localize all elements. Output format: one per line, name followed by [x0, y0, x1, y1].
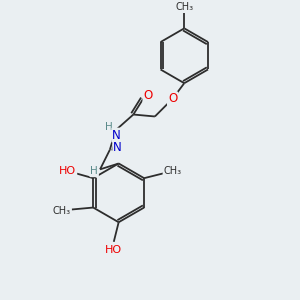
Text: H: H	[90, 166, 98, 176]
Text: CH₃: CH₃	[164, 166, 181, 176]
Text: CH₃: CH₃	[175, 2, 193, 12]
Text: N: N	[113, 141, 122, 154]
Text: H: H	[105, 122, 113, 132]
Text: CH₃: CH₃	[53, 206, 71, 217]
Text: O: O	[168, 92, 177, 105]
Text: HO: HO	[105, 245, 122, 255]
Text: O: O	[143, 89, 153, 102]
Text: HO: HO	[59, 166, 76, 176]
Text: N: N	[112, 129, 121, 142]
